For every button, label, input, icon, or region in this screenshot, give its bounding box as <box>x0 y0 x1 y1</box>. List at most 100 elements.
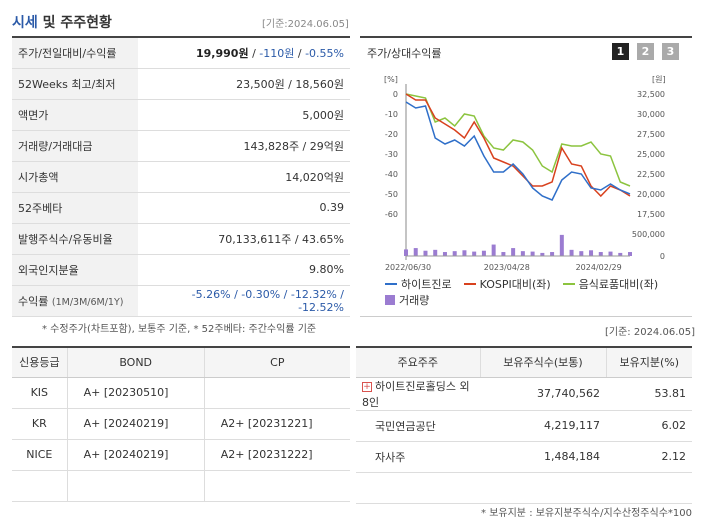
page-button-1[interactable]: 1 <box>612 43 629 60</box>
volume-bar <box>472 251 477 256</box>
page-button-3[interactable]: 3 <box>662 43 679 60</box>
table-row: 거래량/거래대금 143,828주 / 29억원 <box>12 130 350 163</box>
row-value: 14,020억원 <box>138 161 350 193</box>
volume-bar <box>501 252 506 256</box>
cp-cell <box>204 377 350 409</box>
table-row: 자사주 1,484,184 2.12 <box>356 441 692 473</box>
change-value: -110원 <box>259 47 295 61</box>
volume-bar <box>511 248 516 256</box>
left-axis-unit: [%] <box>384 75 398 84</box>
cp-cell: A2+ [20231221] <box>204 408 350 440</box>
table-row: 주가/전일대비/수익률 19,990원 / -110원 / -0.55% <box>12 38 350 70</box>
column-header: 주요주주 <box>356 346 481 378</box>
rate-value: -0.55% <box>305 47 344 61</box>
volume-bar <box>550 252 555 256</box>
base-date-2: [기준: 2024.06.05] <box>605 327 696 338</box>
column-header: BOND <box>67 346 205 378</box>
row-value: 9.80% <box>138 254 350 286</box>
row-label: 주가/전일대비/수익률 <box>12 38 138 70</box>
table-row: 52주베타 0.39 <box>12 192 350 224</box>
row-label: 액면가 <box>12 99 138 132</box>
series-line <box>405 93 631 187</box>
row-value: 143,828주 / 29억원 <box>138 130 350 163</box>
volume-bar <box>413 248 418 256</box>
left-tick-label: -10 <box>385 110 398 119</box>
table-row <box>356 472 692 504</box>
page-button-2[interactable]: 2 <box>637 43 654 60</box>
returns-value: -5.26% / -0.30% / -12.32% / -12.52% <box>138 285 350 317</box>
legend-label: KOSPI대비(좌) <box>479 278 551 291</box>
table-row: 액면가 5,000원 <box>12 99 350 132</box>
row-value: 0.39 <box>138 192 350 224</box>
left-tick-label: -20 <box>385 130 398 139</box>
holder-name-cell: 국민연금공단 <box>356 410 480 442</box>
shares-cell: 1,484,184 <box>480 441 606 473</box>
legend-swatch <box>562 283 575 285</box>
volume-bar <box>569 249 574 256</box>
price-chart: [%] [원] 0 -10 -20 -30 -40 -50 -60 32,500 30,000 27,… <box>384 75 666 272</box>
volume-bar <box>520 251 525 256</box>
legend-row-2: 거래량 <box>385 292 429 308</box>
table-row: 52Weeks 최고/최저 23,500원 / 18,560원 <box>12 68 350 101</box>
column-header: 신용등급 <box>12 346 68 378</box>
agency-cell: KIS <box>12 377 68 409</box>
series-line <box>405 101 631 201</box>
cp-cell: A2+ [20231222] <box>204 439 350 471</box>
right-tick-label: 30,000 <box>637 110 665 119</box>
market-table: 주가/전일대비/수익률 19,990원 / -110원 / -0.55% 52W… <box>12 38 350 317</box>
volume-bar <box>481 250 486 256</box>
right-tick-label: 17,500 <box>637 210 665 219</box>
base-date: [기준:2024.06.05] <box>262 19 349 30</box>
expand-icon[interactable]: + <box>362 381 372 392</box>
x-tick-label: 2024/02/29 <box>576 263 622 272</box>
row-value: 70,133,611주 / 43.65% <box>138 223 350 255</box>
table-row: KIS A+ [20230510] <box>12 377 350 409</box>
footnote-2: * 보유지분 : 보유지분주식수/지수산정주식수*100 <box>481 508 692 519</box>
volume-bar <box>462 250 467 256</box>
column-header: 보유지분(%) <box>606 346 692 378</box>
volume-bar <box>530 251 535 256</box>
row-label: 시가총액 <box>12 161 138 193</box>
left-tick-label: -60 <box>385 210 398 219</box>
volume-bar <box>618 252 623 256</box>
column-header: CP <box>204 346 350 378</box>
row-label: 발행주식수/유동비율 <box>12 223 138 255</box>
bond-cell: A+ [20240219] <box>67 439 205 471</box>
volume-bar <box>579 251 584 256</box>
shares-cell: 37,740,562 <box>480 377 606 411</box>
holder-name-cell[interactable]: + 하이트진로홀딩스 외 8인 <box>356 377 480 411</box>
right-tick-label: 25,000 <box>637 150 665 159</box>
left-tick-label: -40 <box>385 170 398 179</box>
legend-label: 음식료품대비(좌) <box>578 278 659 291</box>
table-row: 국민연금공단 4,219,117 6.02 <box>356 410 692 442</box>
pct-cell: 2.12 <box>606 441 692 473</box>
left-tick-label: 0 <box>393 90 398 99</box>
right-tick-label: 27,500 <box>637 130 665 139</box>
volume-tick-label: 500,000 <box>632 230 665 239</box>
row-label: 52Weeks 최고/최저 <box>12 68 138 101</box>
credit-table: 신용등급 BOND CP KIS A+ [20230510] KR A+ [20… <box>12 346 350 502</box>
row-value: 23,500원 / 18,560원 <box>138 68 350 101</box>
right-axis-unit: [원] <box>652 75 666 84</box>
volume-bar <box>433 249 438 256</box>
legend-row-1: 하이트진로 KOSPI대비(좌) 음식료품대비(좌) <box>385 276 658 292</box>
agency-cell: KR <box>12 408 68 440</box>
shares-cell: 4,219,117 <box>480 410 606 442</box>
x-tick-label: 2023/04/28 <box>484 263 530 272</box>
volume-bar <box>589 250 594 256</box>
row-value: 5,000원 <box>138 99 350 132</box>
volume-bar <box>423 250 428 256</box>
table-row: 시가총액 14,020억원 <box>12 161 350 193</box>
row-label: 52주베타 <box>12 192 138 224</box>
agency-cell: NICE <box>12 439 68 471</box>
table-header: 주요주주 보유주식수(보통) 보유지분(%) <box>356 346 692 378</box>
shareholders-table: 주요주주 보유주식수(보통) 보유지분(%) + 하이트진로홀딩스 외 8인 37… <box>356 346 692 504</box>
chart-title: 주가/상대수익률 <box>367 47 442 60</box>
volume-bar <box>608 251 613 256</box>
volume-bar <box>491 244 496 256</box>
table-header: 신용등급 BOND CP <box>12 346 350 378</box>
bond-cell: A+ [20240219] <box>67 408 205 440</box>
volume-bar <box>559 234 564 256</box>
table-row: 발행주식수/유동비율 70,133,611주 / 43.65% <box>12 223 350 255</box>
x-tick-label: 2022/06/30 <box>385 263 431 272</box>
